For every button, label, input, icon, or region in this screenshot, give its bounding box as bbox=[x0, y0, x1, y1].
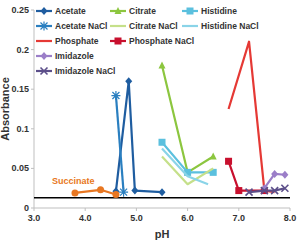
data-point bbox=[235, 187, 242, 194]
data-point bbox=[131, 187, 138, 195]
legend-marker bbox=[41, 7, 48, 15]
y-tick bbox=[31, 10, 34, 11]
legend-marker bbox=[41, 52, 48, 60]
x-tick-label: 5.0 bbox=[130, 213, 143, 223]
x-tick-label: 6.0 bbox=[181, 213, 194, 223]
y-tick-label: 0.05 bbox=[11, 163, 29, 173]
y-axis-title: Absorbance bbox=[0, 77, 11, 141]
legend-label: Citrate NaCl bbox=[129, 21, 178, 31]
series-line bbox=[229, 42, 275, 192]
legend-swatch bbox=[182, 25, 198, 27]
y-tick-label: 0.2 bbox=[16, 45, 29, 55]
legend-marker bbox=[117, 25, 120, 28]
data-point bbox=[97, 186, 104, 193]
data-point bbox=[207, 183, 210, 186]
y-tick-label: 0.15 bbox=[11, 84, 29, 94]
y-tick bbox=[31, 89, 34, 90]
legend-label: Histidine bbox=[201, 6, 237, 16]
data-point bbox=[186, 175, 189, 178]
data-point bbox=[161, 155, 164, 158]
legend: Acetate Citrate Histidine Acetate NaCl Citra… bbox=[36, 6, 259, 76]
y-tick-label: 0 bbox=[24, 203, 29, 213]
legend-label: Imidazole NaCl bbox=[55, 66, 115, 76]
legend-label: Phosphate bbox=[55, 36, 99, 46]
data-point bbox=[71, 189, 78, 196]
data-point bbox=[246, 189, 253, 196]
x-tick-label: 7.0 bbox=[233, 213, 246, 223]
legend-marker bbox=[189, 25, 192, 28]
data-point bbox=[186, 183, 189, 186]
data-point bbox=[159, 61, 166, 68]
series-line bbox=[116, 96, 124, 193]
series-line bbox=[162, 149, 208, 185]
legend-label: Histidine NaCl bbox=[201, 21, 259, 31]
chart: 0 0.05 0.1 0.15 0.2 0.25 3.0 4.0 5.0 6.0 7.0 8.0 pH A… bbox=[0, 0, 300, 246]
data-point bbox=[261, 187, 268, 194]
y-tick bbox=[31, 49, 34, 50]
data-point bbox=[112, 191, 119, 198]
x-tick bbox=[85, 208, 86, 211]
annotation: Succinate bbox=[52, 176, 95, 186]
data-point bbox=[271, 170, 278, 178]
data-point bbox=[281, 185, 288, 192]
legend-label: Acetate bbox=[55, 6, 86, 16]
data-point bbox=[119, 188, 128, 197]
y-axis-line bbox=[34, 10, 35, 208]
x-tick-label: 4.0 bbox=[79, 213, 92, 223]
x-axis-line bbox=[34, 208, 290, 209]
data-point bbox=[159, 188, 166, 196]
data-point bbox=[125, 77, 132, 85]
data-point bbox=[271, 187, 278, 194]
legend-marker bbox=[43, 40, 46, 43]
x-tick bbox=[290, 208, 291, 211]
series-line bbox=[75, 190, 116, 195]
data-point bbox=[227, 108, 230, 111]
y-tick-label: 0.25 bbox=[11, 5, 29, 15]
y-tick-label: 0.1 bbox=[16, 124, 29, 134]
legend-marker bbox=[41, 68, 48, 75]
series-line bbox=[162, 157, 213, 185]
data-point bbox=[212, 167, 215, 170]
x-tick bbox=[34, 208, 35, 211]
data-point bbox=[161, 147, 164, 150]
data-point bbox=[111, 91, 120, 100]
series-line bbox=[229, 161, 265, 190]
data-point bbox=[225, 158, 232, 165]
x-tick bbox=[187, 208, 188, 211]
data-point bbox=[248, 40, 251, 43]
x-tick-label: 8.0 bbox=[284, 213, 297, 223]
legend-swatch bbox=[110, 25, 126, 27]
legend-label: Phosphate NaCl bbox=[129, 36, 194, 46]
legend-marker bbox=[115, 7, 122, 14]
legend-label: Imidazole bbox=[55, 51, 94, 61]
x-tick bbox=[238, 208, 239, 211]
data-point bbox=[281, 171, 288, 179]
y-tick bbox=[31, 168, 34, 169]
legend-swatch bbox=[36, 40, 52, 42]
x-tick bbox=[136, 208, 137, 211]
x-axis-title: pH bbox=[155, 228, 170, 240]
plot-area bbox=[34, 40, 290, 198]
legend-marker bbox=[40, 22, 49, 31]
legend-label: Citrate bbox=[129, 6, 156, 16]
legend-marker bbox=[115, 38, 122, 45]
x-tick-label: 3.0 bbox=[28, 213, 41, 223]
reference-line bbox=[34, 197, 290, 199]
data-point bbox=[210, 153, 217, 160]
data-point bbox=[159, 139, 166, 146]
legend-label: Acetate NaCl bbox=[55, 21, 107, 31]
series-line bbox=[116, 81, 162, 192]
legend-marker bbox=[187, 8, 194, 15]
y-tick bbox=[31, 128, 34, 129]
